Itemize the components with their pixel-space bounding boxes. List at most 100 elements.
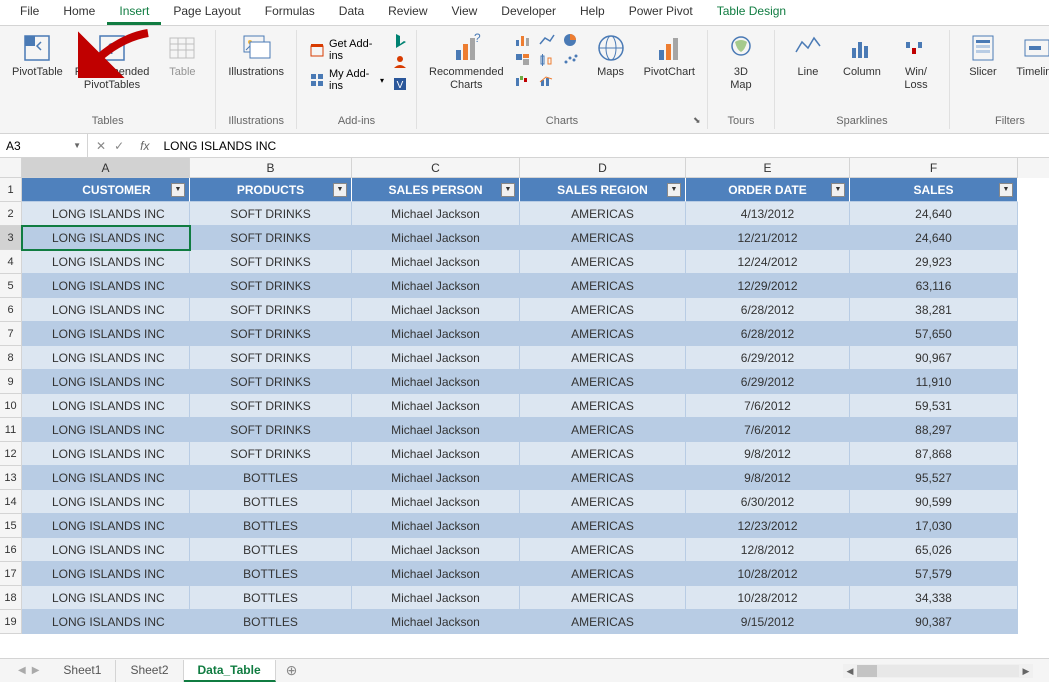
row-header[interactable]: 16 <box>0 538 22 562</box>
table-cell[interactable]: 7/6/2012 <box>686 418 850 442</box>
table-cell[interactable]: 34,338 <box>850 586 1018 610</box>
table-cell[interactable]: 10/28/2012 <box>686 562 850 586</box>
table-cell[interactable]: 9/8/2012 <box>686 466 850 490</box>
table-cell[interactable]: 24,640 <box>850 202 1018 226</box>
table-cell[interactable]: Michael Jackson <box>352 538 520 562</box>
sparkline-column-button[interactable]: Column <box>837 30 887 81</box>
table-cell[interactable]: LONG ISLANDS INC <box>22 346 190 370</box>
row-header[interactable]: 5 <box>0 274 22 298</box>
table-cell[interactable]: AMERICAS <box>520 370 686 394</box>
table-cell[interactable]: AMERICAS <box>520 562 686 586</box>
table-cell[interactable]: AMERICAS <box>520 298 686 322</box>
tab-review[interactable]: Review <box>376 0 439 25</box>
tab-table-design[interactable]: Table Design <box>705 0 798 25</box>
table-cell[interactable]: AMERICAS <box>520 394 686 418</box>
table-cell[interactable]: BOTTLES <box>190 466 352 490</box>
bing-icon[interactable] <box>392 32 408 48</box>
table-cell[interactable]: Michael Jackson <box>352 322 520 346</box>
row-header[interactable]: 17 <box>0 562 22 586</box>
name-box-dropdown-icon[interactable]: ▼ <box>73 141 81 150</box>
table-cell[interactable]: 63,116 <box>850 274 1018 298</box>
table-cell[interactable]: SOFT DRINKS <box>190 202 352 226</box>
hierarchy-chart-icon[interactable] <box>514 52 532 68</box>
table-cell[interactable]: AMERICAS <box>520 322 686 346</box>
table-cell[interactable]: LONG ISLANDS INC <box>22 610 190 634</box>
waterfall-chart-icon[interactable] <box>514 72 532 88</box>
row-header[interactable]: 9 <box>0 370 22 394</box>
tab-formulas[interactable]: Formulas <box>253 0 327 25</box>
table-cell[interactable]: SOFT DRINKS <box>190 418 352 442</box>
table-cell[interactable]: 7/6/2012 <box>686 394 850 418</box>
column-chart-icon[interactable] <box>514 32 532 48</box>
table-cell[interactable]: 12/24/2012 <box>686 250 850 274</box>
line-chart-icon[interactable] <box>538 32 556 48</box>
table-header-cell[interactable]: SALES▼ <box>850 178 1018 202</box>
visio-icon[interactable]: V <box>392 76 408 92</box>
cancel-icon[interactable]: ✕ <box>96 139 106 153</box>
column-header-D[interactable]: D <box>520 158 686 178</box>
table-cell[interactable]: 9/8/2012 <box>686 442 850 466</box>
scroll-left-icon[interactable]: ◀ <box>843 666 857 677</box>
table-cell[interactable]: 11,910 <box>850 370 1018 394</box>
table-cell[interactable]: LONG ISLANDS INC <box>22 562 190 586</box>
table-cell[interactable]: AMERICAS <box>520 250 686 274</box>
table-cell[interactable]: 90,967 <box>850 346 1018 370</box>
table-cell[interactable]: SOFT DRINKS <box>190 274 352 298</box>
tab-help[interactable]: Help <box>568 0 617 25</box>
table-cell[interactable]: SOFT DRINKS <box>190 346 352 370</box>
table-cell[interactable]: 6/30/2012 <box>686 490 850 514</box>
table-header-cell[interactable]: PRODUCTS▼ <box>190 178 352 202</box>
statistic-chart-icon[interactable] <box>538 52 556 68</box>
new-sheet-button[interactable]: ⊕ <box>276 662 308 679</box>
table-cell[interactable]: 38,281 <box>850 298 1018 322</box>
table-cell[interactable]: LONG ISLANDS INC <box>22 322 190 346</box>
table-cell[interactable]: 87,868 <box>850 442 1018 466</box>
table-cell[interactable]: BOTTLES <box>190 586 352 610</box>
table-cell[interactable]: AMERICAS <box>520 202 686 226</box>
table-button[interactable]: Table <box>157 30 207 81</box>
row-header[interactable]: 13 <box>0 466 22 490</box>
tab-insert[interactable]: Insert <box>107 0 161 25</box>
table-cell[interactable]: LONG ISLANDS INC <box>22 226 190 250</box>
row-header[interactable]: 18 <box>0 586 22 610</box>
pie-chart-icon[interactable] <box>562 32 580 48</box>
filter-dropdown-icon[interactable]: ▼ <box>667 183 681 197</box>
table-cell[interactable]: Michael Jackson <box>352 298 520 322</box>
table-cell[interactable]: SOFT DRINKS <box>190 322 352 346</box>
table-cell[interactable]: 65,026 <box>850 538 1018 562</box>
table-cell[interactable]: 12/23/2012 <box>686 514 850 538</box>
table-header-cell[interactable]: SALES PERSON▼ <box>352 178 520 202</box>
column-header-C[interactable]: C <box>352 158 520 178</box>
table-cell[interactable]: Michael Jackson <box>352 202 520 226</box>
sparkline-line-button[interactable]: Line <box>783 30 833 81</box>
table-cell[interactable]: Michael Jackson <box>352 442 520 466</box>
row-header[interactable]: 3 <box>0 226 22 250</box>
table-cell[interactable]: Michael Jackson <box>352 418 520 442</box>
table-cell[interactable]: Michael Jackson <box>352 346 520 370</box>
table-cell[interactable]: LONG ISLANDS INC <box>22 394 190 418</box>
row-header[interactable]: 2 <box>0 202 22 226</box>
table-cell[interactable]: LONG ISLANDS INC <box>22 418 190 442</box>
sheet-nav-prev-icon[interactable]: ◀ <box>18 665 26 676</box>
table-cell[interactable]: SOFT DRINKS <box>190 226 352 250</box>
table-cell[interactable]: Michael Jackson <box>352 562 520 586</box>
table-cell[interactable]: BOTTLES <box>190 538 352 562</box>
table-header-cell[interactable]: CUSTOMER▼ <box>22 178 190 202</box>
row-header[interactable]: 4 <box>0 250 22 274</box>
table-cell[interactable]: Michael Jackson <box>352 610 520 634</box>
pivottable-button[interactable]: PivotTable <box>8 30 67 81</box>
table-header-cell[interactable]: ORDER DATE▼ <box>686 178 850 202</box>
column-header-B[interactable]: B <box>190 158 352 178</box>
sheet-nav-next-icon[interactable]: ▶ <box>32 665 40 676</box>
tab-data[interactable]: Data <box>327 0 376 25</box>
table-cell[interactable]: 17,030 <box>850 514 1018 538</box>
table-cell[interactable]: LONG ISLANDS INC <box>22 586 190 610</box>
column-header-E[interactable]: E <box>686 158 850 178</box>
table-cell[interactable]: 90,387 <box>850 610 1018 634</box>
table-cell[interactable]: 12/29/2012 <box>686 274 850 298</box>
table-cell[interactable]: 6/29/2012 <box>686 370 850 394</box>
enter-icon[interactable]: ✓ <box>114 139 124 153</box>
table-cell[interactable]: 6/28/2012 <box>686 298 850 322</box>
table-cell[interactable]: LONG ISLANDS INC <box>22 298 190 322</box>
sheet-tab-sheet1[interactable]: Sheet1 <box>49 660 116 682</box>
